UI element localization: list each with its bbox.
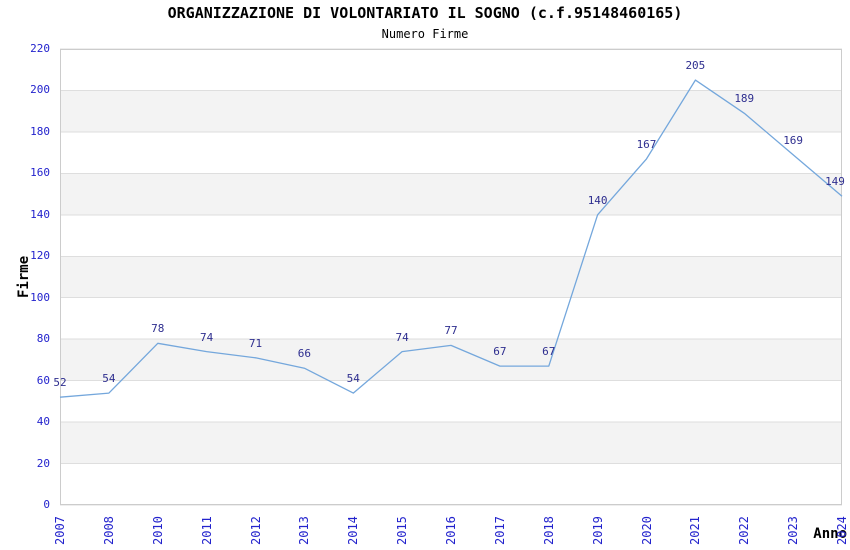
data-series-line bbox=[59, 79, 843, 398]
chart-subtitle: Numero Firme bbox=[381, 27, 469, 41]
data-point-label: 74 bbox=[200, 330, 214, 344]
plot-band bbox=[60, 214, 842, 257]
x-tick-label: 2012 bbox=[248, 516, 263, 545]
x-tick-label: 2016 bbox=[444, 516, 458, 545]
x-tick-label: 2021 bbox=[688, 516, 703, 545]
data-point-label: 167 bbox=[636, 137, 657, 151]
data-point-label: 78 bbox=[151, 322, 165, 336]
x-tick-label: 2017 bbox=[492, 516, 507, 545]
x-tick-label: 2008 bbox=[101, 516, 116, 545]
x-tick-label: 2015 bbox=[395, 516, 410, 545]
plot-band bbox=[60, 256, 842, 298]
data-point-label: 205 bbox=[685, 59, 706, 73]
x-tick-label: 2013 bbox=[297, 516, 312, 545]
data-point-label: 67 bbox=[542, 345, 556, 359]
y-tick-label: 100 bbox=[30, 290, 50, 304]
x-tick-label: 2011 bbox=[199, 516, 214, 545]
data-point-label: 54 bbox=[102, 372, 116, 386]
y-tick-label: 120 bbox=[30, 249, 50, 263]
data-point-label: 140 bbox=[587, 193, 608, 207]
plot-band bbox=[60, 380, 842, 423]
plot-band bbox=[60, 173, 842, 215]
data-point-label: 74 bbox=[395, 330, 409, 344]
plot-band bbox=[60, 422, 842, 464]
y-tick-label: 80 bbox=[36, 332, 50, 346]
x-tick-label: 2007 bbox=[53, 516, 67, 545]
data-point-label: 52 bbox=[53, 376, 67, 390]
x-tick-label: 2014 bbox=[346, 516, 361, 545]
plot-band bbox=[60, 297, 842, 340]
x-tick-label: 2019 bbox=[590, 516, 605, 545]
plot-band bbox=[60, 49, 842, 91]
y-tick-label: 0 bbox=[43, 498, 50, 511]
plot-band bbox=[60, 463, 842, 505]
x-tick-label: 2022 bbox=[737, 516, 752, 545]
y-tick-label: 140 bbox=[30, 207, 50, 221]
plot-band bbox=[60, 131, 842, 174]
x-tick-label: 2024 bbox=[835, 516, 849, 545]
y-tick-label: 20 bbox=[36, 456, 50, 470]
data-point-label: 67 bbox=[493, 345, 507, 359]
x-tick-label: 2010 bbox=[150, 516, 165, 545]
data-point-label: 71 bbox=[248, 336, 263, 350]
plot-band bbox=[60, 90, 842, 132]
x-tick-label: 2020 bbox=[639, 516, 654, 545]
y-tick-label: 220 bbox=[30, 42, 50, 55]
chart-title: ORGANIZZAZIONE DI VOLONTARIATO IL SOGNO … bbox=[167, 4, 683, 22]
data-point-label: 169 bbox=[783, 133, 804, 147]
y-tick-label: 40 bbox=[36, 415, 50, 429]
y-tick-label: 180 bbox=[30, 124, 50, 138]
data-point-label: 77 bbox=[444, 324, 458, 338]
data-point-label: 54 bbox=[346, 372, 360, 386]
x-axis-title: Anno bbox=[813, 526, 847, 542]
x-tick-label: 2018 bbox=[541, 516, 556, 545]
y-tick-label: 160 bbox=[30, 166, 50, 180]
x-tick-label: 2023 bbox=[786, 516, 801, 545]
y-tick-label: 60 bbox=[36, 373, 50, 387]
y-tick-label: 200 bbox=[30, 83, 50, 97]
data-point-label: 189 bbox=[734, 92, 755, 106]
plot-border bbox=[60, 49, 842, 505]
data-point-label: 66 bbox=[297, 347, 311, 361]
data-point-label: 149 bbox=[825, 175, 845, 189]
